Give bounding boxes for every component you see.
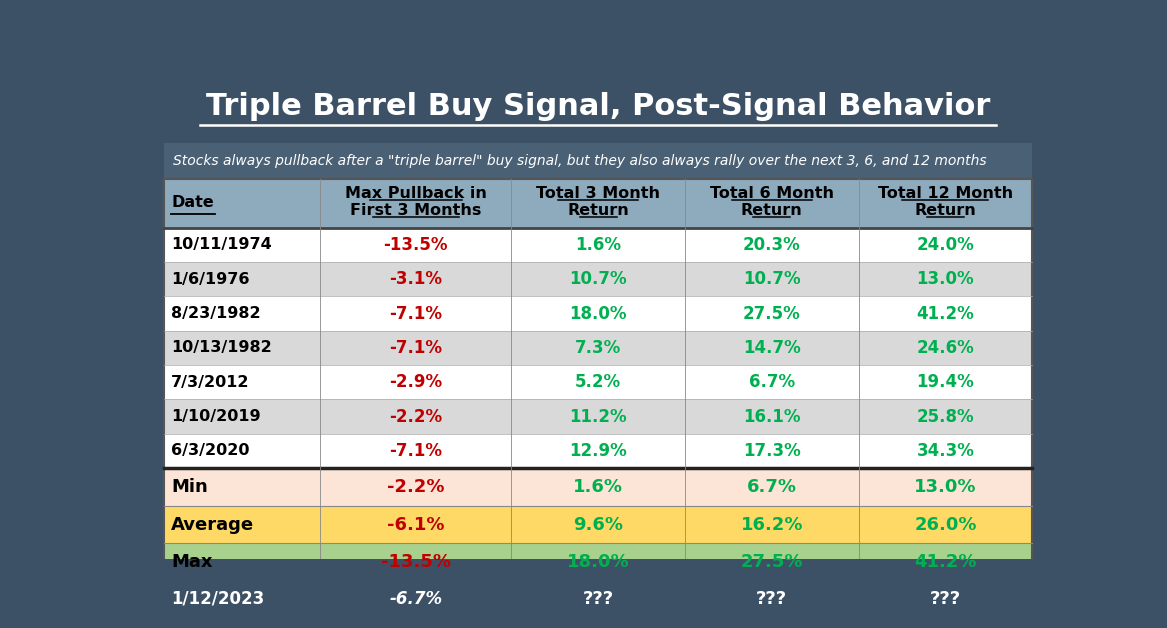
Text: 16.2%: 16.2% [741,516,803,534]
Text: 27.5%: 27.5% [743,305,801,323]
Text: -13.5%: -13.5% [384,236,448,254]
Text: 20.3%: 20.3% [743,236,801,254]
Text: 10.7%: 10.7% [569,270,627,288]
Bar [163,468,1032,506]
Text: -3.1%: -3.1% [390,270,442,288]
Text: Average: Average [172,516,254,534]
Text: 13.0%: 13.0% [916,270,974,288]
Text: 10.7%: 10.7% [743,270,801,288]
Bar [163,228,1032,262]
Text: -2.9%: -2.9% [389,373,442,391]
Text: 10/11/1974: 10/11/1974 [172,237,272,252]
Bar [163,331,1032,365]
Text: 18.0%: 18.0% [569,305,627,323]
Bar [163,581,1032,616]
Text: 11.2%: 11.2% [569,408,627,426]
Text: Return: Return [741,203,803,219]
Text: 5.2%: 5.2% [575,373,621,391]
Bar [163,506,1032,543]
Text: 6/3/2020: 6/3/2020 [172,443,250,458]
Text: 7/3/2012: 7/3/2012 [172,375,250,390]
Bar [163,296,1032,331]
Text: ???: ??? [756,590,788,607]
Text: 6.7%: 6.7% [749,373,795,391]
Bar [163,399,1032,434]
Text: Max Pullback in: Max Pullback in [344,187,487,202]
Text: 12.9%: 12.9% [569,442,627,460]
Text: Total 6 Month: Total 6 Month [710,187,833,202]
Bar [163,143,1032,180]
Bar [163,262,1032,296]
Text: 26.0%: 26.0% [914,516,977,534]
Text: 1/10/2019: 1/10/2019 [172,409,260,424]
Text: 14.7%: 14.7% [743,339,801,357]
Text: -13.5%: -13.5% [380,553,450,571]
Text: Triple Barrel Buy Signal, Post-Signal Behavior: Triple Barrel Buy Signal, Post-Signal Be… [205,92,991,121]
Text: 16.1%: 16.1% [743,408,801,426]
Text: 13.0%: 13.0% [914,478,977,496]
Text: ???: ??? [930,590,960,607]
Text: 18.0%: 18.0% [567,553,629,571]
Bar [163,434,1032,468]
Text: -6.7%: -6.7% [389,590,442,607]
Text: First 3 Months: First 3 Months [350,203,482,219]
Text: Min: Min [172,478,208,496]
Text: 17.3%: 17.3% [743,442,801,460]
Text: Date: Date [172,195,214,210]
Text: Stocks always pullback after a "triple barrel" buy signal, but they also always : Stocks always pullback after a "triple b… [173,154,986,168]
Text: Return: Return [915,203,977,219]
Text: 9.6%: 9.6% [573,516,623,534]
Text: -2.2%: -2.2% [387,478,445,496]
Text: -6.1%: -6.1% [387,516,445,534]
Text: 1.6%: 1.6% [573,478,623,496]
Text: -2.2%: -2.2% [389,408,442,426]
Text: Total 12 Month: Total 12 Month [878,187,1013,202]
Text: 41.2%: 41.2% [914,553,977,571]
Text: Total 3 Month: Total 3 Month [536,187,661,202]
Text: -7.1%: -7.1% [390,442,442,460]
Bar [163,180,1032,228]
Text: 10/13/1982: 10/13/1982 [172,340,272,355]
Text: 1.6%: 1.6% [575,236,621,254]
Text: Max: Max [172,553,212,571]
Text: Return: Return [567,203,629,219]
Text: 1/12/2023: 1/12/2023 [172,590,265,607]
Text: 19.4%: 19.4% [916,373,974,391]
Text: 1/6/1976: 1/6/1976 [172,272,250,286]
Text: 24.6%: 24.6% [916,339,974,357]
Text: -7.1%: -7.1% [390,339,442,357]
Text: 7.3%: 7.3% [575,339,621,357]
Text: -7.1%: -7.1% [390,305,442,323]
Text: 25.8%: 25.8% [916,408,974,426]
Text: 41.2%: 41.2% [916,305,974,323]
Bar [163,543,1032,581]
Text: 8/23/1982: 8/23/1982 [172,306,260,321]
Text: 34.3%: 34.3% [916,442,974,460]
Bar [163,365,1032,399]
Text: ???: ??? [582,590,614,607]
Text: 6.7%: 6.7% [747,478,797,496]
Text: 24.0%: 24.0% [916,236,974,254]
Text: 27.5%: 27.5% [741,553,803,571]
